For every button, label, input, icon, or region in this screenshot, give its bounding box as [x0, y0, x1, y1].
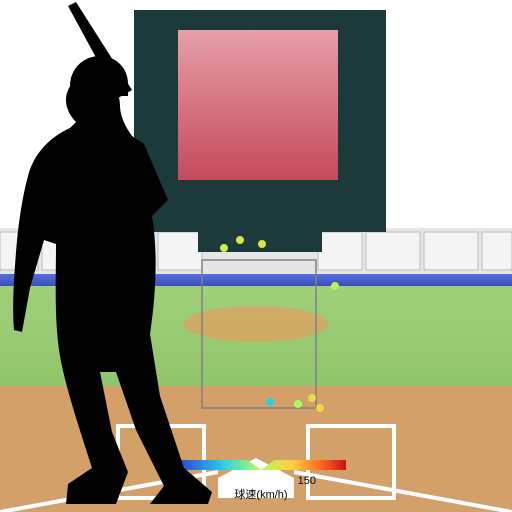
stands-panel [482, 232, 512, 270]
pitch-marker [331, 282, 339, 290]
colorbar-label: 球速(km/h) [234, 487, 287, 501]
pitch-marker [316, 404, 324, 412]
stands-panel [158, 232, 202, 270]
scoreboard-screen [178, 30, 338, 180]
pitch-marker [308, 394, 316, 402]
stands-panel [318, 232, 362, 270]
stands-panel [366, 232, 420, 270]
pitch-location-chart: 100150球速(km/h) [0, 0, 512, 512]
pitch-marker [294, 400, 302, 408]
pitch-marker [266, 398, 274, 406]
stands-panel [424, 232, 478, 270]
pitch-marker [220, 244, 228, 252]
pitchers-mound [184, 306, 328, 342]
pitch-marker [258, 240, 266, 248]
colorbar-tick: 150 [298, 475, 316, 487]
pitch-marker [236, 236, 244, 244]
